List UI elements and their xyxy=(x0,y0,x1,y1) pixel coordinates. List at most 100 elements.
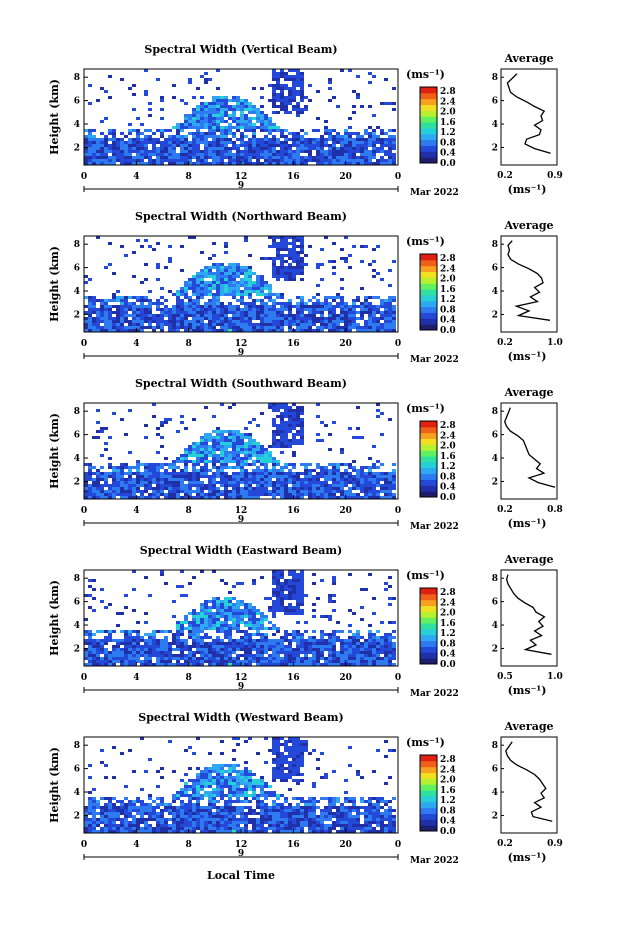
heatmap-cell xyxy=(208,445,212,448)
heatmap-cell xyxy=(232,642,236,645)
heatmap-cell xyxy=(320,317,324,320)
heatmap-cell xyxy=(320,636,324,639)
colorbar-swatch xyxy=(420,116,437,123)
heatmap-cell xyxy=(320,481,324,484)
heatmap-cell xyxy=(272,317,276,320)
heatmap-cell xyxy=(200,162,204,165)
heatmap-cell xyxy=(108,633,112,636)
heatmap-cell xyxy=(236,657,240,660)
heatmap-cell xyxy=(192,463,196,466)
heatmap-cell xyxy=(136,156,140,159)
heatmap-cell xyxy=(280,102,284,105)
heatmap-cell xyxy=(232,624,236,627)
heatmap-cell xyxy=(244,448,248,451)
heatmap-cell xyxy=(88,803,92,806)
heatmap-cell xyxy=(236,630,240,633)
heatmap-cell xyxy=(144,490,148,493)
heatmap-cell xyxy=(324,466,328,469)
heatmap-cell xyxy=(120,141,124,144)
heatmap-cell xyxy=(220,606,224,609)
heatmap-cell xyxy=(372,612,376,615)
heatmap-cell xyxy=(120,660,124,663)
heatmap-cell xyxy=(272,570,276,573)
heatmap-cell xyxy=(372,633,376,636)
heatmap-cell xyxy=(304,472,308,475)
heatmap-cell xyxy=(240,475,244,478)
heatmap-cell xyxy=(220,105,224,108)
heatmap-cell xyxy=(88,102,92,105)
heatmap-cell xyxy=(240,317,244,320)
heatmap-cell xyxy=(320,487,324,490)
heatmap-cell xyxy=(212,141,216,144)
heatmap-cell xyxy=(216,320,220,323)
heatmap-cell xyxy=(268,648,272,651)
heatmap-cell xyxy=(356,436,360,439)
colorbar-swatch xyxy=(420,300,437,308)
heatmap-cell xyxy=(360,141,364,144)
heatmap-cell xyxy=(268,296,272,299)
heatmap-cell xyxy=(296,81,300,84)
heatmap-cell xyxy=(116,153,120,156)
heatmap-cell xyxy=(336,153,340,156)
heatmap-cell xyxy=(268,472,272,475)
heatmap-cell xyxy=(320,311,324,314)
heatmap-cell xyxy=(148,299,152,302)
heatmap-cell xyxy=(140,138,144,141)
heatmap-cell xyxy=(208,636,212,639)
heatmap-cell xyxy=(280,415,284,418)
heatmap-cell xyxy=(372,466,376,469)
heatmap-cell xyxy=(252,111,256,114)
y-tick-label: 4 xyxy=(74,621,80,631)
average-title: Average xyxy=(503,553,553,566)
heatmap-cell xyxy=(304,314,308,317)
heatmap-cell xyxy=(252,624,256,627)
average-x-label: (ms⁻¹) xyxy=(508,350,547,363)
heatmap-cell xyxy=(292,424,296,427)
heatmap-cell xyxy=(220,263,224,266)
heatmap-cell xyxy=(148,102,152,105)
heatmap-cell xyxy=(220,326,224,329)
heatmap-cell xyxy=(196,308,200,311)
heatmap-cell xyxy=(176,648,180,651)
heatmap-cell xyxy=(148,645,152,648)
heatmap-cell xyxy=(224,448,228,451)
heatmap-cell xyxy=(296,296,300,299)
heatmap-cell xyxy=(288,591,292,594)
heatmap-cell xyxy=(272,466,276,469)
heatmap-cell xyxy=(180,490,184,493)
heatmap-cell xyxy=(196,448,200,451)
heatmap-cell xyxy=(280,493,284,496)
heatmap-cell xyxy=(244,266,248,269)
heatmap-cell xyxy=(212,266,216,269)
heatmap-cell xyxy=(216,96,220,99)
heatmap-cell xyxy=(164,314,168,317)
heatmap-cell xyxy=(340,287,344,290)
heatmap-cell xyxy=(264,633,268,636)
heatmap-cell xyxy=(296,162,300,165)
heatmap-cell xyxy=(240,290,244,293)
heatmap-cell xyxy=(200,642,204,645)
heatmap-cell xyxy=(92,588,96,591)
heatmap-cell xyxy=(236,451,240,454)
heatmap-cell xyxy=(272,320,276,323)
heatmap-cell xyxy=(272,609,276,612)
heatmap-cell xyxy=(352,633,356,636)
heatmap-cell xyxy=(140,490,144,493)
heatmap-cell xyxy=(156,302,160,305)
heatmap-cell xyxy=(300,576,304,579)
heatmap-cell xyxy=(188,582,192,585)
heatmap-cell xyxy=(124,484,128,487)
heatmap-cell xyxy=(144,472,148,475)
heatmap-cell xyxy=(208,651,212,654)
heatmap-cell xyxy=(288,651,292,654)
heatmap-cell xyxy=(252,105,256,108)
heatmap-cell xyxy=(272,135,276,138)
heatmap-cell xyxy=(244,236,248,239)
heatmap-cell xyxy=(244,135,248,138)
heatmap-cell xyxy=(200,281,204,284)
heatmap-cell xyxy=(308,636,312,639)
heatmap-cell xyxy=(160,320,164,323)
heatmap-cell xyxy=(172,478,176,481)
heatmap-cell xyxy=(240,117,244,120)
heatmap-cell xyxy=(364,472,368,475)
